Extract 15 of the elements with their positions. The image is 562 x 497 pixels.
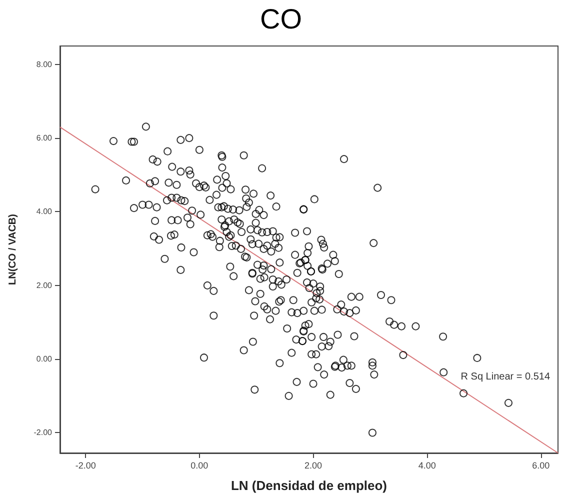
- y-tick-label: 6.00: [36, 134, 53, 143]
- chart-title: CO: [260, 4, 302, 34]
- x-tick-label: -2.00: [75, 460, 96, 470]
- x-axis-title: LN (Densidad de empleo): [230, 478, 388, 493]
- x-tick-label: 4.00: [418, 460, 436, 470]
- y-tick-label: 4.00: [36, 207, 53, 216]
- x-tick-label: 2.00: [304, 460, 322, 470]
- y-tick-label: -2.00: [34, 428, 53, 438]
- y-tick-label: 2.00: [36, 280, 53, 290]
- x-tick-label: 6.00: [532, 460, 550, 470]
- y-tick-label: 0.00: [36, 354, 53, 364]
- y-axis-title: LN(CO / VACB): [8, 214, 18, 285]
- x-tick-label: 0.00: [190, 460, 208, 470]
- annotation: R Sq Linear = 0.514: [460, 372, 550, 382]
- y-tick-label: 8.00: [36, 60, 53, 69]
